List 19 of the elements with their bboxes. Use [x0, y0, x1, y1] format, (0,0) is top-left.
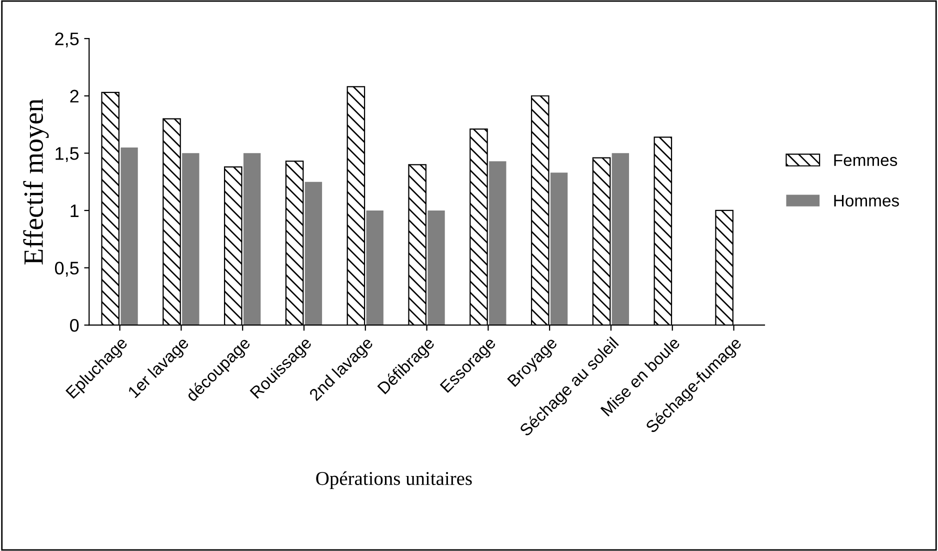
bar [489, 161, 506, 326]
bar [304, 182, 322, 326]
bar [243, 153, 261, 326]
bar [120, 147, 138, 326]
y-tick-label: 0,5 [54, 262, 79, 277]
y-axis-title: Effectif moyen [23, 98, 49, 264]
y-tick-label: 0 [70, 319, 79, 332]
legend-label: Femmes [834, 154, 898, 166]
legend-label: Hommes [834, 194, 899, 207]
bar [612, 153, 630, 326]
y-tick-label: 1,5 [56, 147, 79, 162]
y-tick-label: 2 [70, 90, 78, 102]
bar [428, 210, 445, 326]
x-axis-title: Opérations unitaires [316, 471, 472, 490]
bar [182, 153, 200, 326]
y-tick-label: 2,5 [55, 32, 79, 48]
y-tick-label: 1 [70, 204, 79, 218]
bar [366, 210, 384, 326]
bar [550, 172, 568, 326]
